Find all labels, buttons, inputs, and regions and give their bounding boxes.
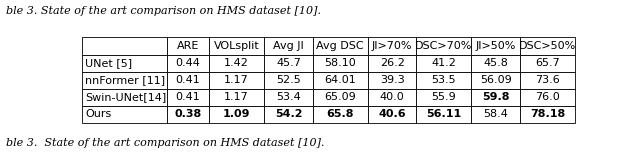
Text: ble 3.  State of the art comparison on HMS dataset [10].: ble 3. State of the art comparison on HM… bbox=[6, 138, 325, 148]
Text: ble 3. State of the art comparison on HMS dataset [10].: ble 3. State of the art comparison on HM… bbox=[6, 6, 321, 16]
